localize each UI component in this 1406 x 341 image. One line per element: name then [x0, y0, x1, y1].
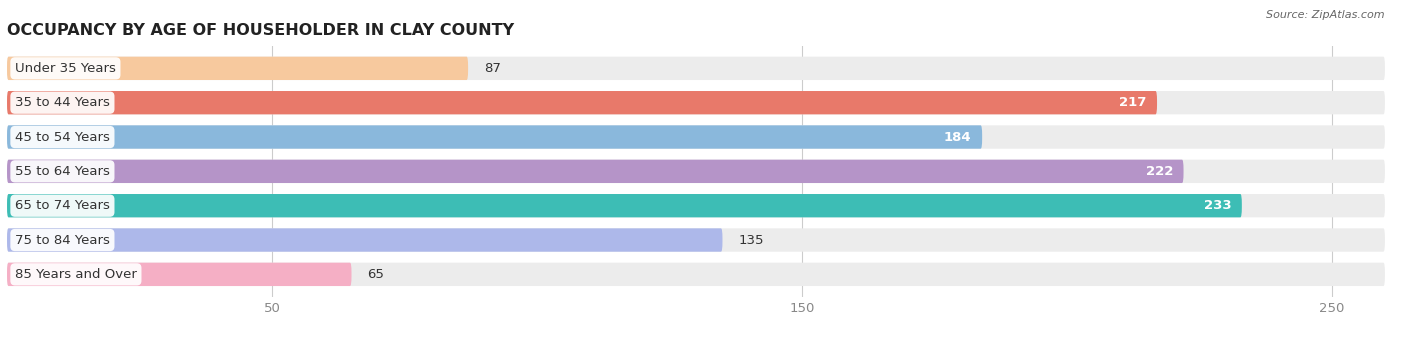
Text: 65: 65	[367, 268, 384, 281]
Text: 217: 217	[1119, 96, 1146, 109]
Text: 85 Years and Over: 85 Years and Over	[15, 268, 136, 281]
Text: 222: 222	[1146, 165, 1173, 178]
FancyBboxPatch shape	[7, 263, 351, 286]
FancyBboxPatch shape	[7, 91, 1385, 114]
Text: 184: 184	[943, 131, 972, 144]
FancyBboxPatch shape	[7, 125, 1385, 149]
Text: Source: ZipAtlas.com: Source: ZipAtlas.com	[1267, 10, 1385, 20]
FancyBboxPatch shape	[7, 194, 1241, 217]
FancyBboxPatch shape	[7, 228, 1385, 252]
Text: 233: 233	[1204, 199, 1232, 212]
FancyBboxPatch shape	[7, 125, 983, 149]
FancyBboxPatch shape	[7, 263, 1385, 286]
FancyBboxPatch shape	[7, 91, 1157, 114]
FancyBboxPatch shape	[7, 160, 1184, 183]
FancyBboxPatch shape	[7, 57, 468, 80]
Text: 65 to 74 Years: 65 to 74 Years	[15, 199, 110, 212]
Text: 87: 87	[484, 62, 501, 75]
Text: 45 to 54 Years: 45 to 54 Years	[15, 131, 110, 144]
FancyBboxPatch shape	[7, 160, 1385, 183]
FancyBboxPatch shape	[7, 57, 1385, 80]
Text: Under 35 Years: Under 35 Years	[15, 62, 115, 75]
Text: 75 to 84 Years: 75 to 84 Years	[15, 234, 110, 247]
FancyBboxPatch shape	[7, 194, 1385, 217]
Text: 135: 135	[738, 234, 763, 247]
Text: OCCUPANCY BY AGE OF HOUSEHOLDER IN CLAY COUNTY: OCCUPANCY BY AGE OF HOUSEHOLDER IN CLAY …	[7, 23, 515, 38]
Text: 35 to 44 Years: 35 to 44 Years	[15, 96, 110, 109]
FancyBboxPatch shape	[7, 228, 723, 252]
Text: 55 to 64 Years: 55 to 64 Years	[15, 165, 110, 178]
